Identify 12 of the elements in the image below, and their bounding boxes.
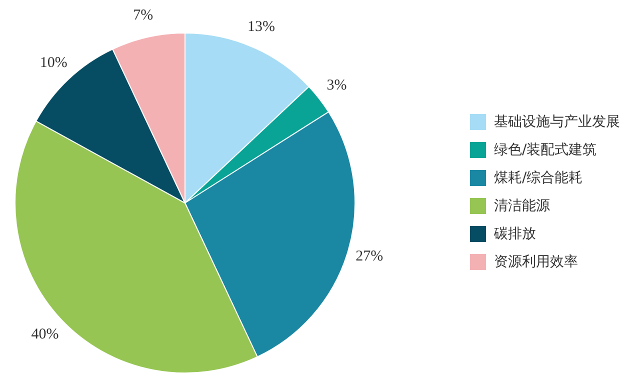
data-label: 27%: [356, 248, 384, 265]
legend-label: 基础设施与产业发展: [494, 113, 620, 132]
legend-label: 清洁能源: [494, 197, 550, 216]
legend-label: 资源利用效率: [494, 253, 578, 272]
data-label: 7%: [133, 8, 154, 24]
data-label: 10%: [40, 55, 68, 72]
legend-label: 绿色/装配式建筑: [494, 141, 597, 160]
legend-label: 煤耗/综合能耗: [494, 169, 583, 188]
data-label: 13%: [248, 18, 275, 35]
data-label: 3%: [326, 77, 347, 94]
legend-label: 碳排放: [494, 225, 536, 244]
data-label: 40%: [31, 326, 59, 342]
